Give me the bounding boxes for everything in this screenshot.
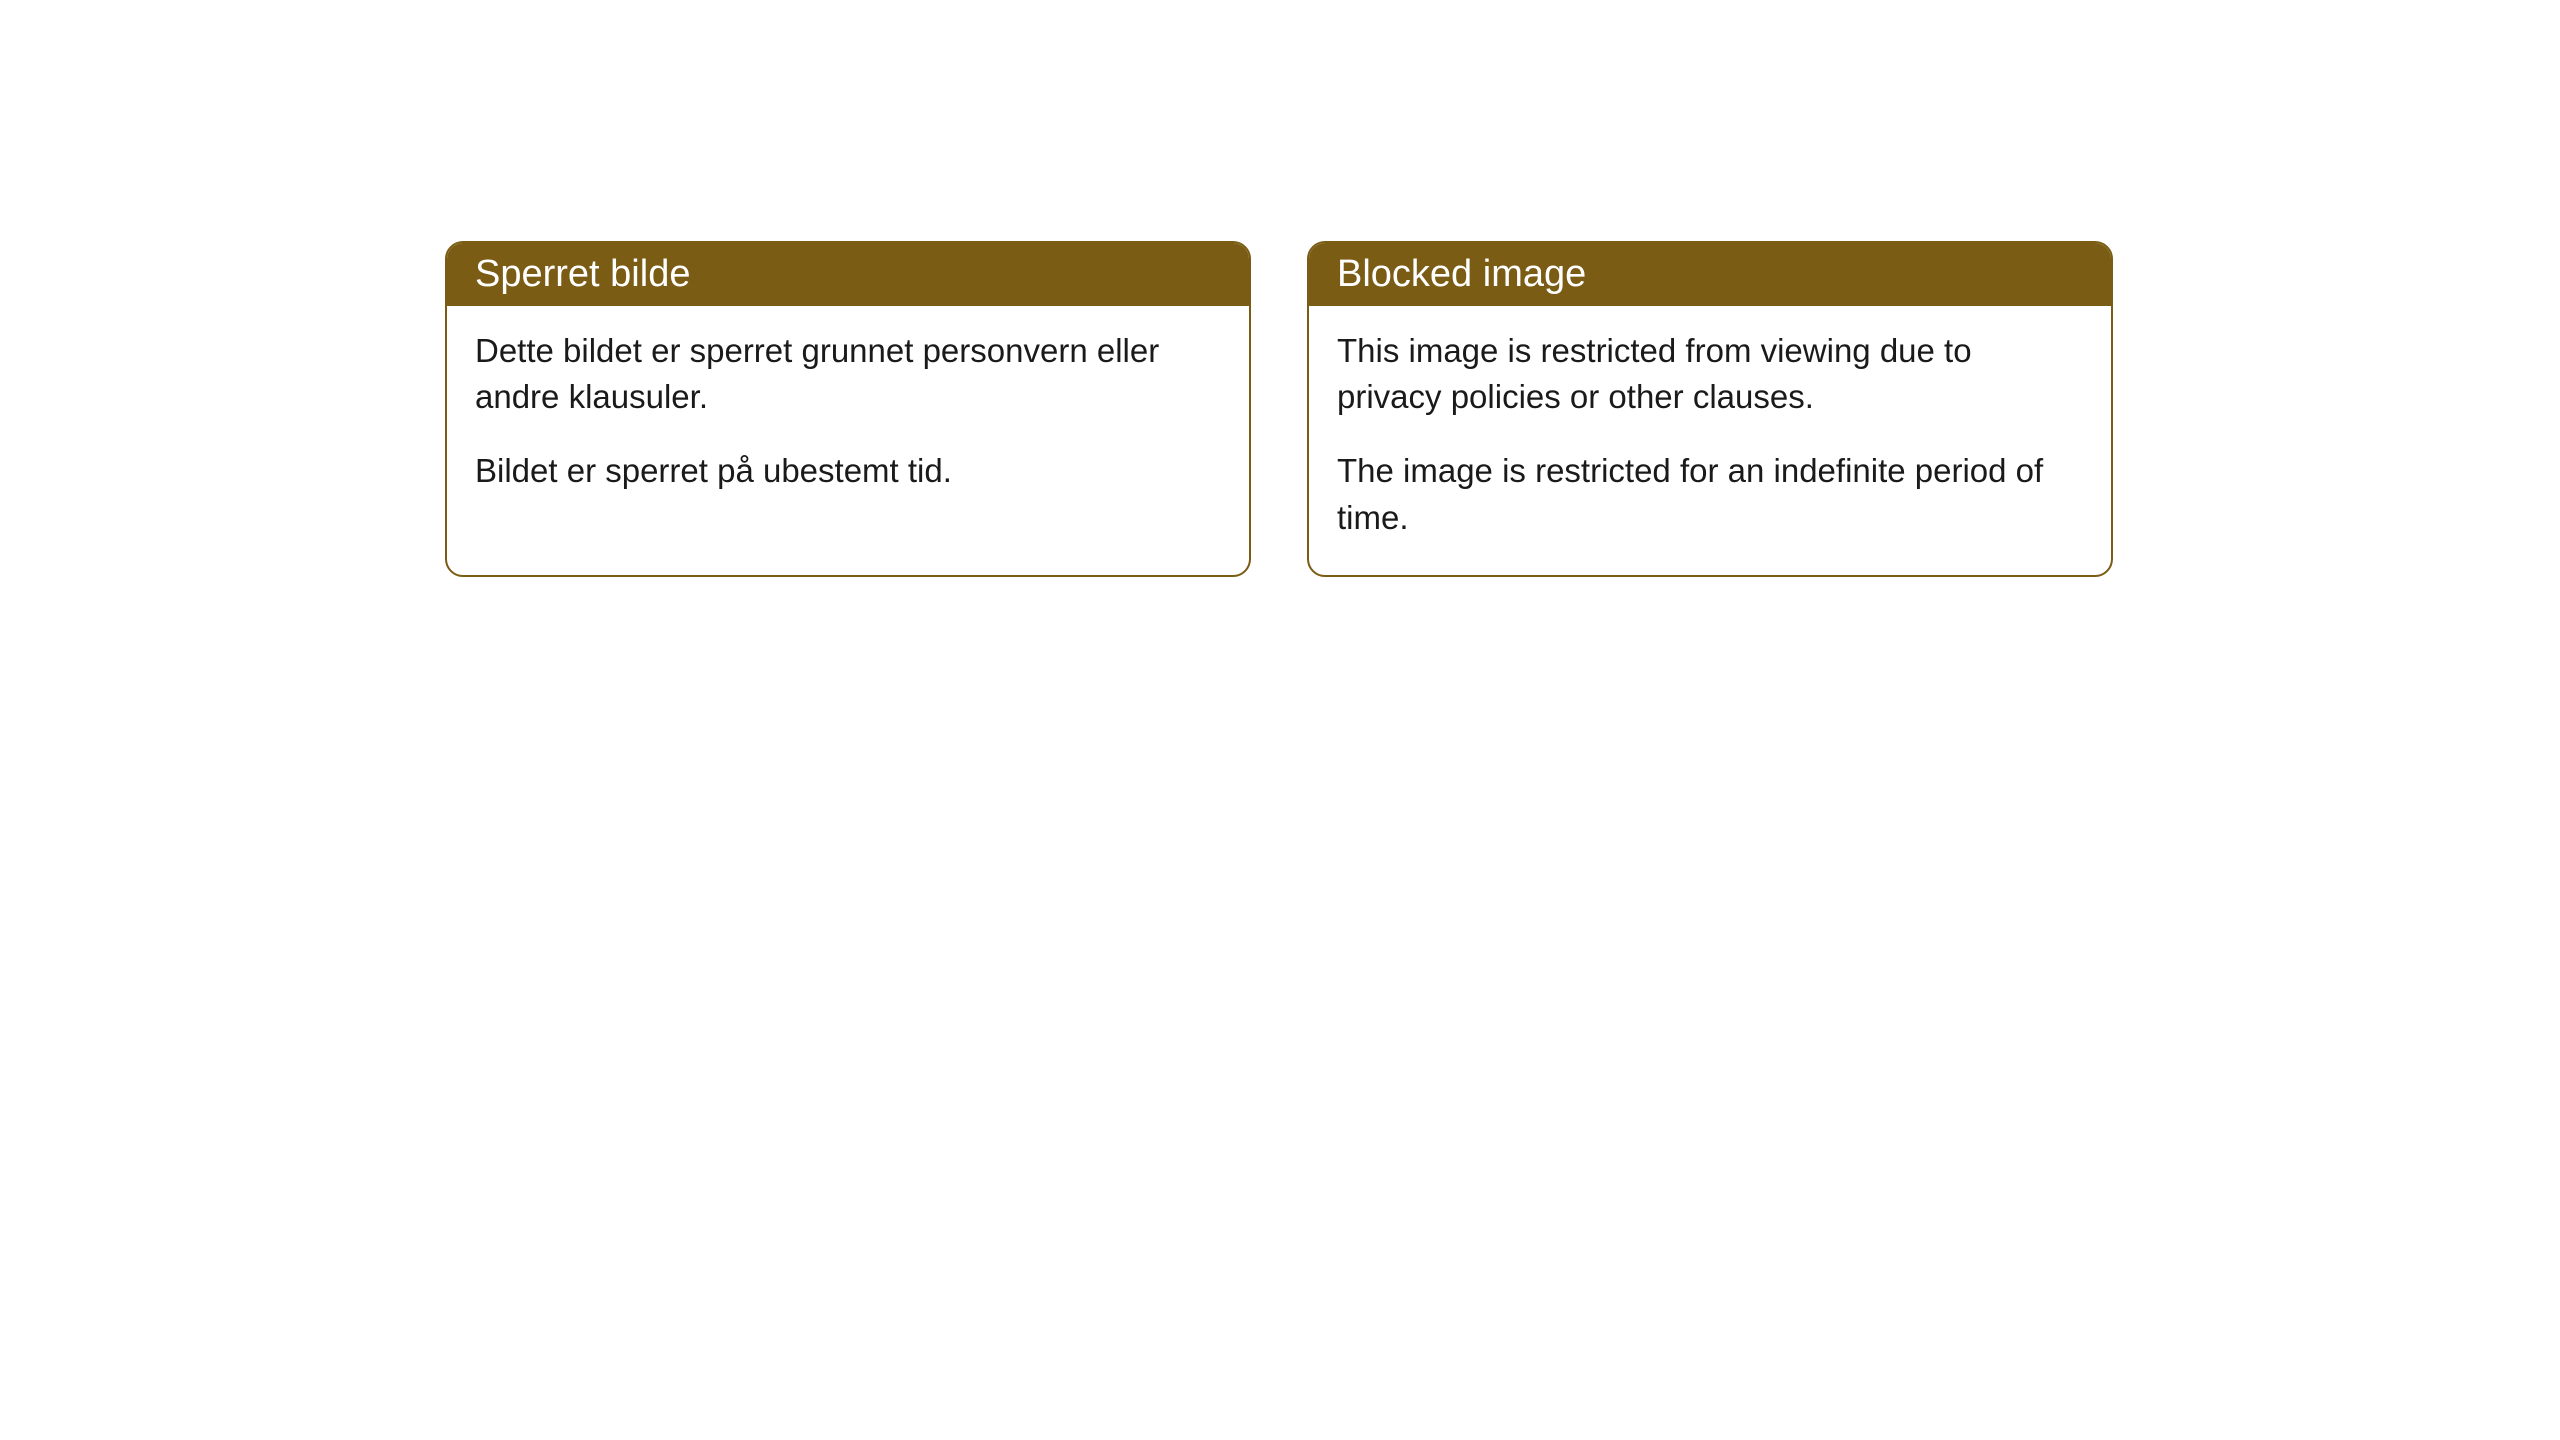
card-paragraph: Bildet er sperret på ubestemt tid. — [475, 448, 1221, 494]
notice-container: Sperret bilde Dette bildet er sperret gr… — [445, 241, 2113, 577]
card-header-norwegian: Sperret bilde — [447, 243, 1249, 306]
notice-card-norwegian: Sperret bilde Dette bildet er sperret gr… — [445, 241, 1251, 577]
notice-card-english: Blocked image This image is restricted f… — [1307, 241, 2113, 577]
card-title: Sperret bilde — [475, 253, 690, 295]
card-body-norwegian: Dette bildet er sperret grunnet personve… — [447, 306, 1249, 529]
card-title: Blocked image — [1337, 253, 1586, 295]
card-header-english: Blocked image — [1309, 243, 2111, 306]
card-paragraph: Dette bildet er sperret grunnet personve… — [475, 328, 1221, 420]
card-paragraph: This image is restricted from viewing du… — [1337, 328, 2083, 420]
card-body-english: This image is restricted from viewing du… — [1309, 306, 2111, 575]
card-paragraph: The image is restricted for an indefinit… — [1337, 448, 2083, 540]
